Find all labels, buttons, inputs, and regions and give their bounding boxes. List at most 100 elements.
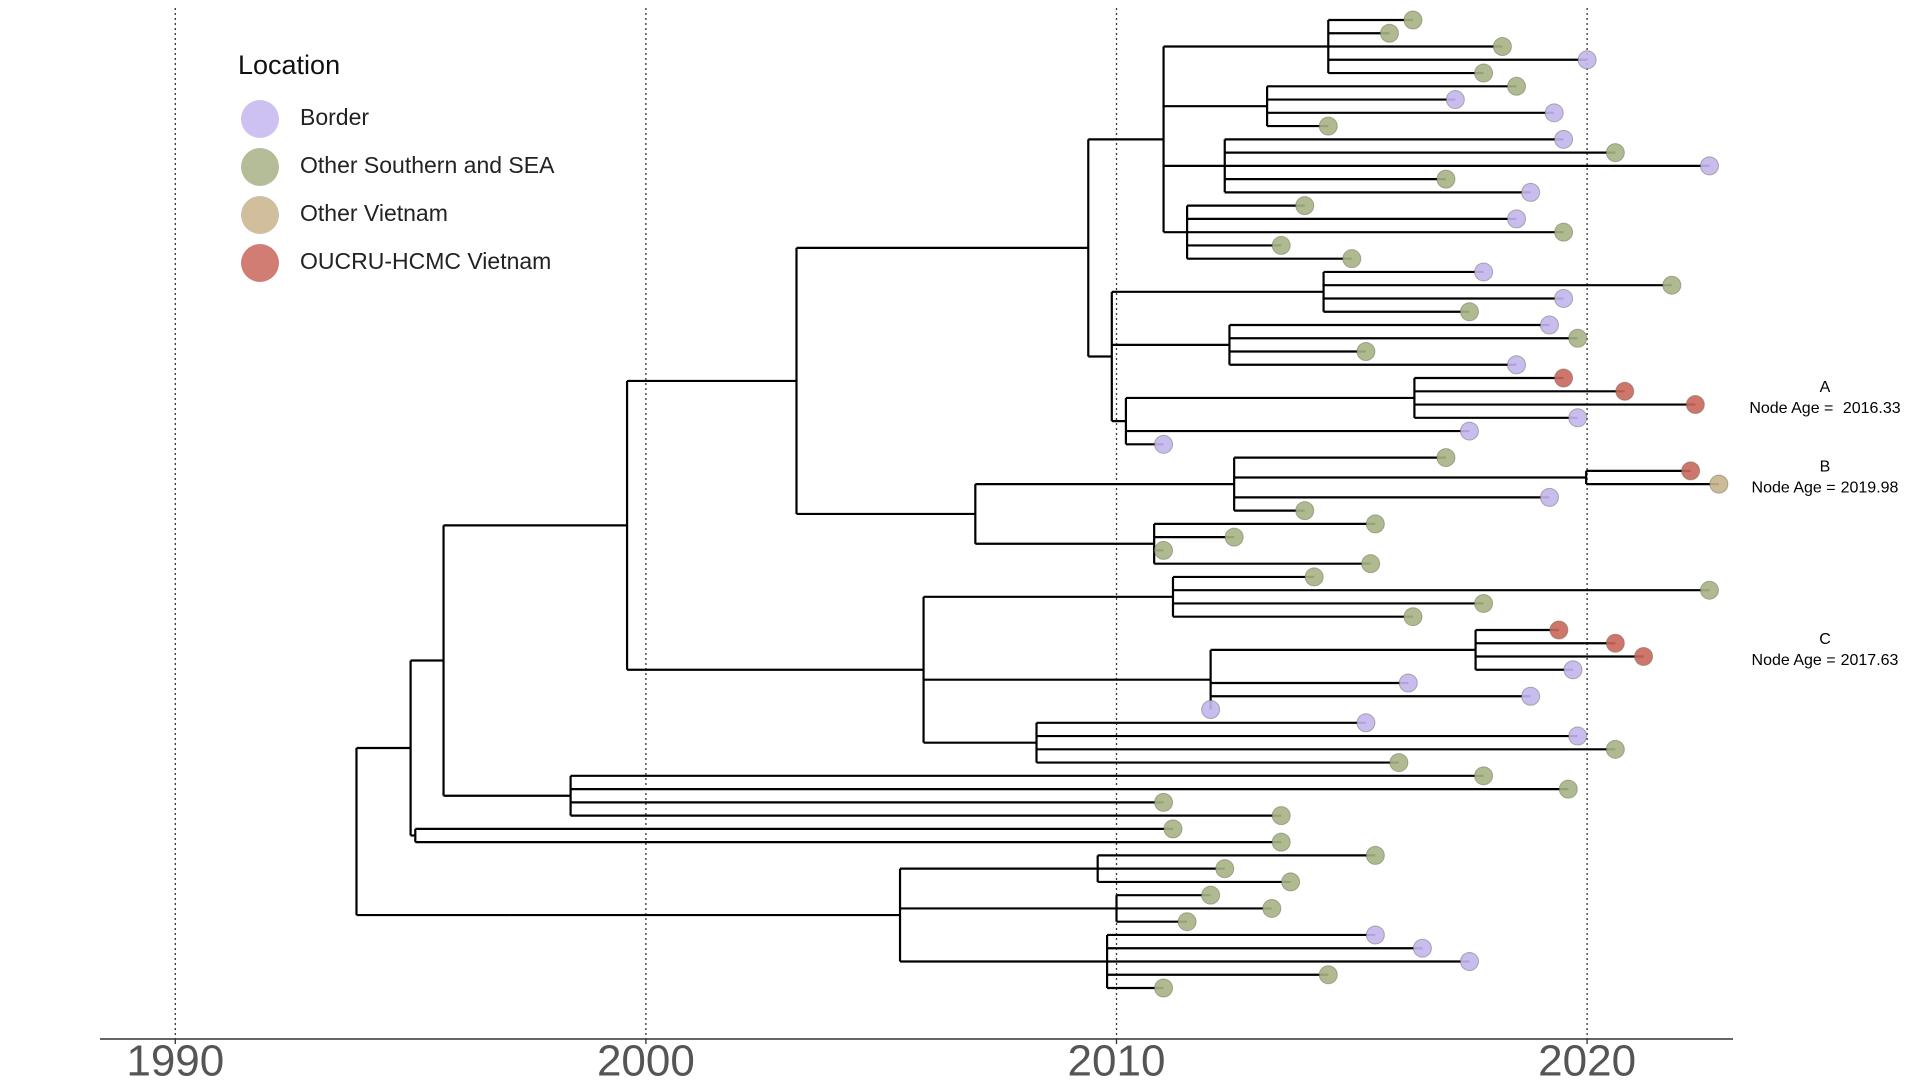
annotation-value: 2019.98: [1841, 480, 1899, 497]
annotation-text: Node Age = 2017.63: [1752, 652, 1899, 669]
tip: [1474, 63, 1494, 83]
x-tick-label: 1990: [126, 1037, 224, 1080]
legend-swatch: [241, 244, 279, 282]
annotation-label: B: [1820, 459, 1831, 476]
tip: [1662, 275, 1682, 295]
tip: [1563, 660, 1583, 680]
tip: [1549, 620, 1569, 640]
legend-label: Other Southern and SEA: [300, 152, 555, 178]
tips: [1154, 10, 1729, 998]
annotation-text: Node Age = 2019.98: [1752, 480, 1899, 497]
legend-label: OUCRU-HCMC Vietnam: [300, 248, 551, 274]
legend-title: Location: [238, 50, 340, 80]
tip: [1295, 501, 1315, 521]
annotation-prefix: Node Age =: [1752, 480, 1836, 497]
tip: [1154, 434, 1174, 454]
tip: [1459, 951, 1479, 971]
tip: [1474, 593, 1494, 613]
legend-label: Other Vietnam: [300, 200, 448, 226]
tip: [1281, 872, 1301, 892]
tip: [1568, 726, 1588, 746]
tip: [1201, 700, 1221, 720]
tip: [1215, 859, 1235, 879]
tip: [1304, 567, 1324, 587]
tip: [1521, 182, 1541, 202]
tip: [1558, 779, 1578, 799]
tip: [1398, 673, 1418, 693]
tip: [1271, 806, 1291, 826]
tip: [1507, 355, 1527, 375]
tip: [1685, 395, 1705, 415]
tip: [1492, 37, 1512, 57]
annotation-value: 2016.33: [1843, 400, 1901, 417]
tip: [1262, 898, 1282, 918]
tip: [1436, 169, 1456, 189]
annotation-prefix: Node Age =: [1749, 400, 1838, 417]
tip: [1365, 514, 1385, 534]
annotation-label: C: [1819, 631, 1831, 648]
legend-swatch: [241, 100, 279, 138]
tip: [1474, 262, 1494, 282]
tip: [1699, 156, 1719, 176]
x-tick-label: 2020: [1538, 1037, 1636, 1080]
tip: [1577, 50, 1597, 70]
tip: [1445, 90, 1465, 110]
tip: [1342, 249, 1362, 269]
tip: [1554, 288, 1574, 308]
x-tick-label: 2010: [1068, 1037, 1166, 1080]
legend-swatch: [241, 148, 279, 186]
tip: [1521, 686, 1541, 706]
tip: [1459, 421, 1479, 441]
tip: [1356, 713, 1376, 733]
tip: [1356, 342, 1376, 362]
tip: [1507, 76, 1527, 96]
tip: [1459, 302, 1479, 322]
tip: [1403, 607, 1423, 627]
tip: [1568, 408, 1588, 428]
tip: [1709, 474, 1729, 494]
tip: [1224, 527, 1244, 547]
tip: [1605, 143, 1625, 163]
tip: [1365, 925, 1385, 945]
tip: [1412, 938, 1432, 958]
tip: [1554, 368, 1574, 388]
tip: [1361, 554, 1381, 574]
tip: [1365, 845, 1385, 865]
tip: [1634, 646, 1654, 666]
tip: [1544, 103, 1564, 123]
tip: [1681, 461, 1701, 481]
tip: [1201, 885, 1221, 905]
annotation-label: A: [1820, 379, 1831, 396]
tip: [1177, 912, 1197, 932]
tip: [1568, 328, 1588, 348]
tip: [1539, 487, 1559, 507]
annotation-prefix: Node Age =: [1752, 652, 1836, 669]
tip: [1271, 235, 1291, 255]
tip: [1389, 753, 1409, 773]
legend-label: Border: [300, 104, 369, 130]
tip: [1615, 381, 1635, 401]
tip: [1474, 766, 1494, 786]
x-tick-label: 2000: [597, 1037, 695, 1080]
tip: [1605, 739, 1625, 759]
tip: [1271, 832, 1291, 852]
tip: [1163, 819, 1183, 839]
tip: [1154, 792, 1174, 812]
tip: [1154, 540, 1174, 560]
tip: [1539, 315, 1559, 335]
tip: [1605, 633, 1625, 653]
branches: [355, 18, 1719, 990]
tip: [1554, 222, 1574, 242]
tip: [1554, 129, 1574, 149]
tip: [1318, 965, 1338, 985]
tip: [1154, 978, 1174, 998]
annotation-text: Node Age = 2016.33: [1749, 400, 1900, 417]
tip: [1379, 23, 1399, 43]
tip: [1436, 448, 1456, 468]
legend-swatch: [241, 196, 279, 234]
tip: [1699, 580, 1719, 600]
tip: [1403, 10, 1423, 30]
tip: [1507, 209, 1527, 229]
